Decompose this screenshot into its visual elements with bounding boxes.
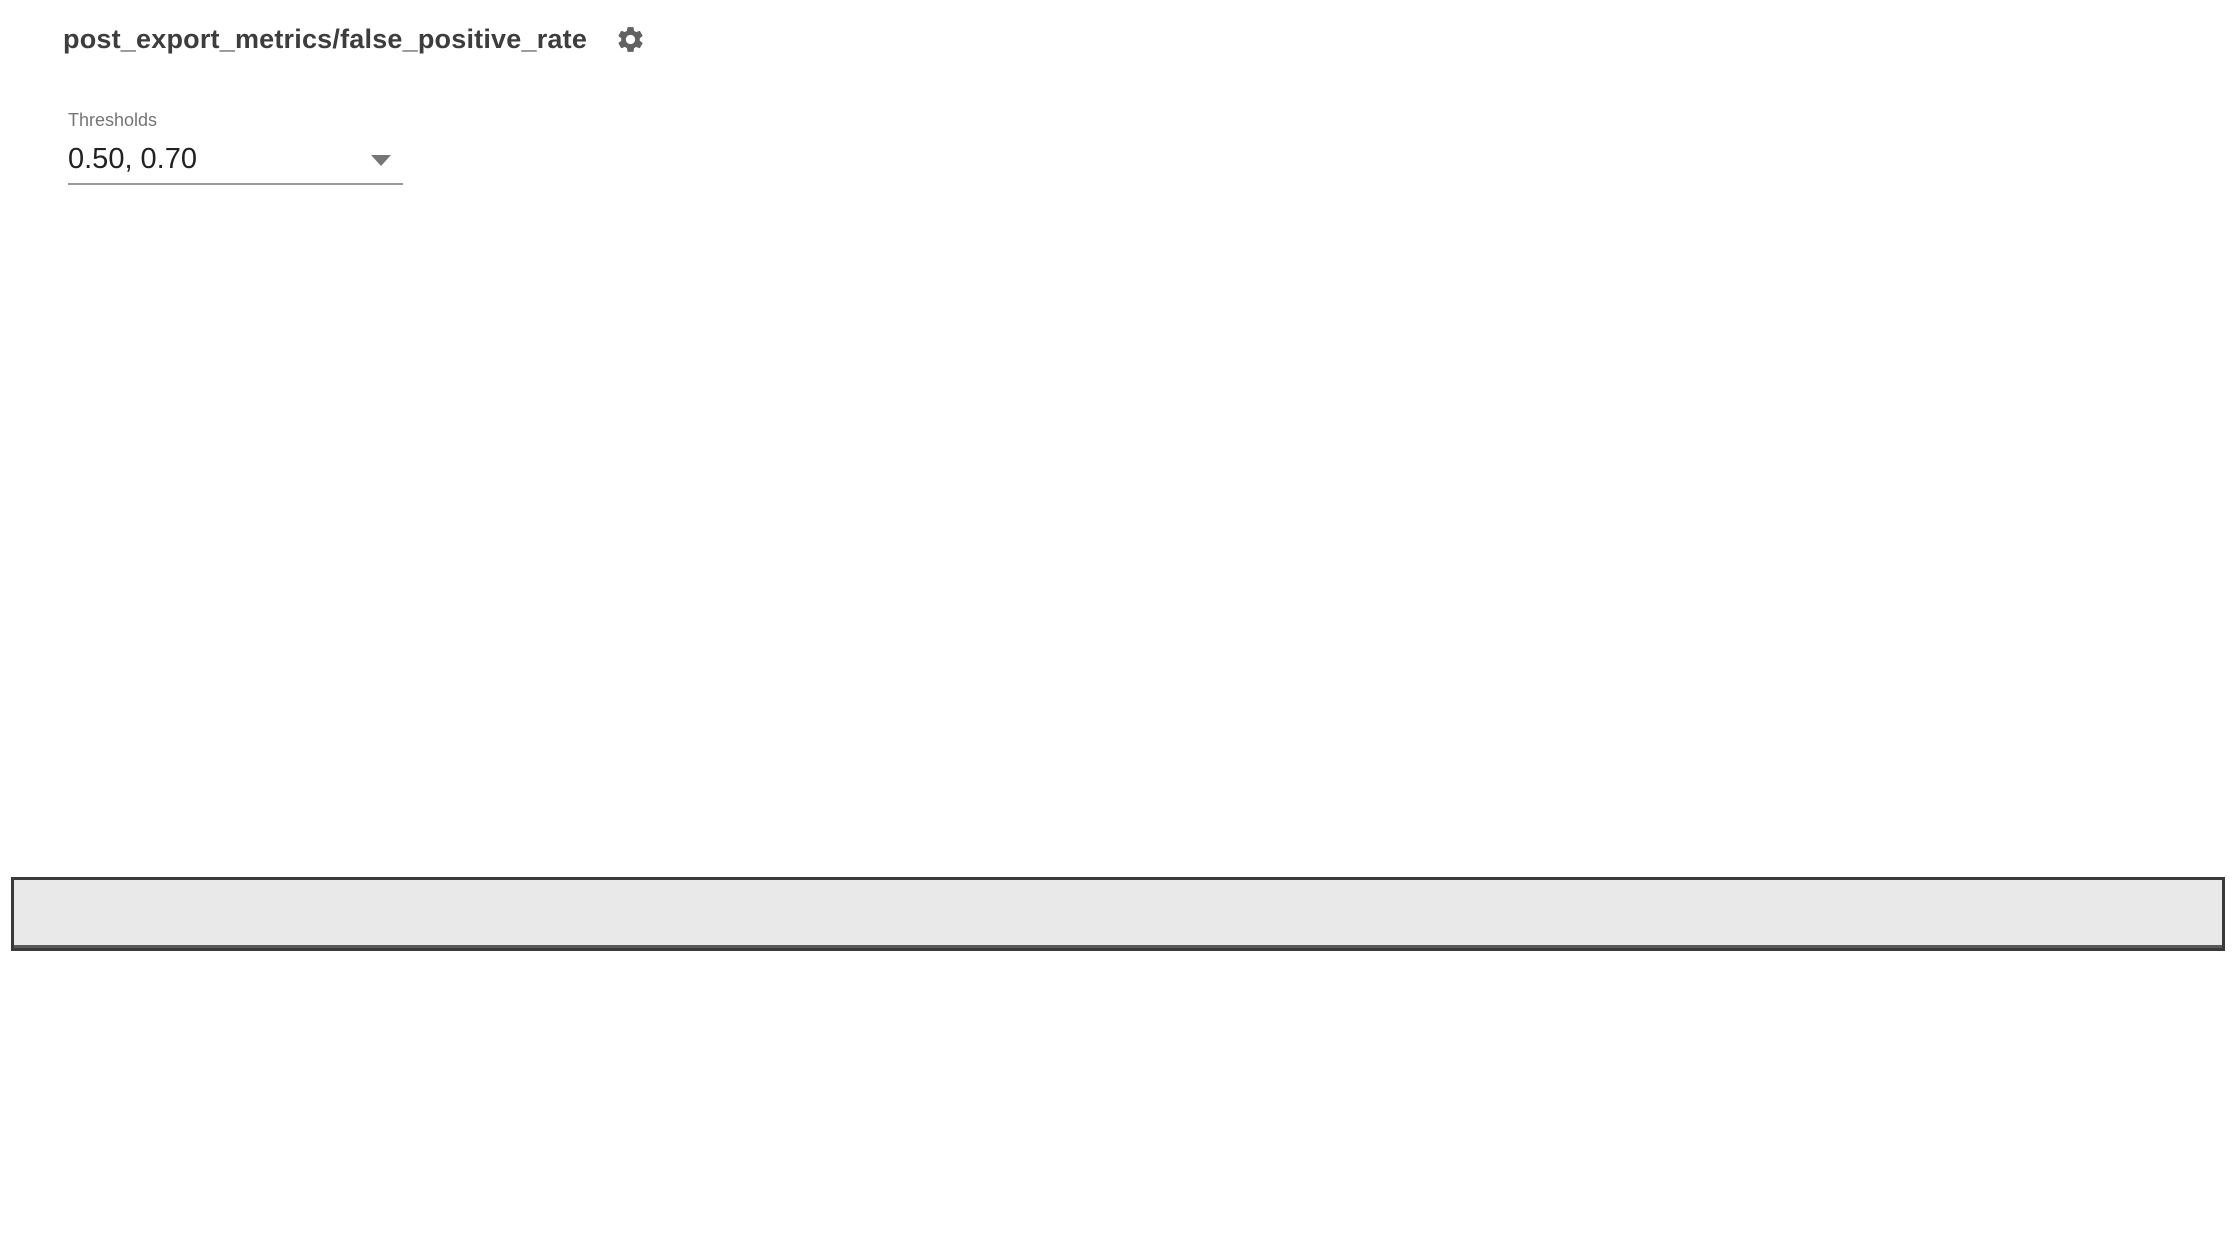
thresholds-label: Thresholds [68,110,158,130]
chevron-down-icon [371,155,391,166]
page-title: post_export_metrics/false_positive_rate [63,24,588,54]
table-header-row [14,880,2222,948]
thresholds-valuebox[interactable]: 0.50, 0.70 [68,139,403,185]
metric-title-row: post_export_metrics/false_positive_rate [63,24,646,55]
thresholds-value: 0.50, 0.70 [68,143,197,175]
settings-icon[interactable] [615,24,646,55]
metrics-table [11,877,2225,951]
false-positive-rate-bar-chart [0,200,1100,900]
thresholds-select[interactable]: Thresholds 0.50, 0.70 [68,110,403,185]
